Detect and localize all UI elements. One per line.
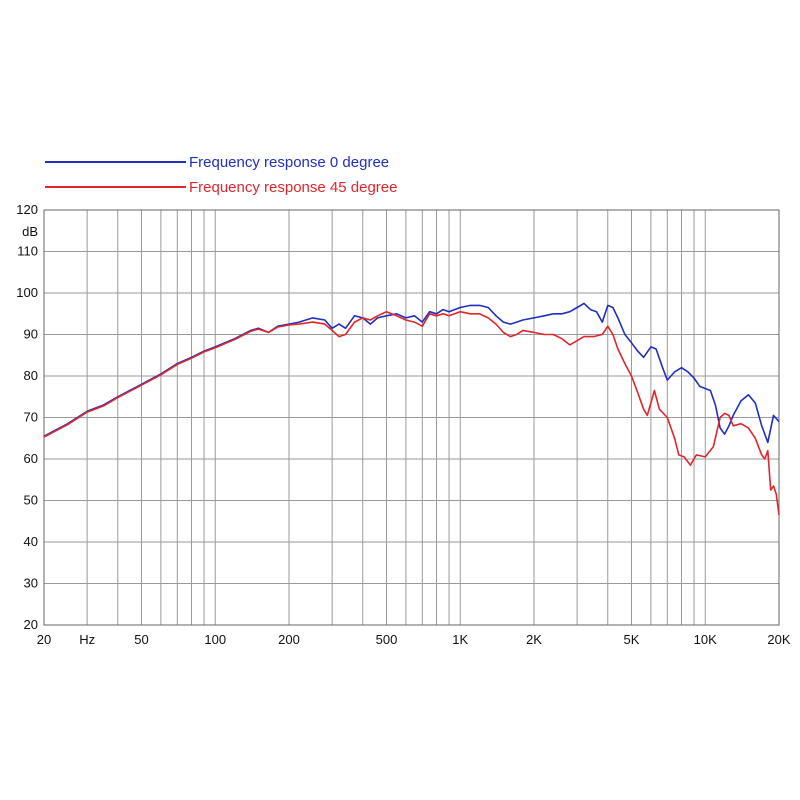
grid-lines: [43, 209, 780, 626]
series-line-1: [43, 310, 780, 516]
y-axis-label: dB: [22, 224, 38, 239]
x-tick-label: 2K: [526, 632, 542, 647]
y-tick-label: 120: [16, 202, 38, 217]
x-tick-label: 20: [37, 632, 51, 647]
x-tick-label: 5K: [624, 632, 640, 647]
y-tick-label: 90: [24, 327, 38, 342]
y-tick-label: 20: [24, 617, 38, 632]
y-tick-label: 30: [24, 576, 38, 591]
x-tick-label: 50: [134, 632, 148, 647]
y-tick-label: 110: [17, 244, 38, 259]
x-tick-label: 20K: [767, 632, 790, 647]
x-tick-label: 100: [204, 632, 226, 647]
x-axis-ticks: 20 Hz 50 100 200 500 1K 2K 5K 10K 20K: [37, 632, 791, 647]
x-tick-label: 500: [376, 632, 398, 647]
series-lines: [43, 302, 780, 516]
x-tick-label: Hz: [79, 632, 95, 647]
plot-area-frame: [43, 209, 780, 626]
x-tick-label: 200: [278, 632, 300, 647]
legend: Frequency response 0 degree Frequency res…: [45, 154, 397, 196]
legend-label-0: Frequency response 0 degree: [189, 154, 389, 171]
y-tick-label: 50: [24, 493, 38, 508]
y-tick-label: 100: [16, 285, 38, 300]
x-tick-label: 10K: [694, 632, 717, 647]
y-tick-label: 40: [24, 534, 38, 549]
y-tick-label: 70: [24, 410, 38, 425]
legend-label-1: Frequency response 45 degree: [189, 179, 397, 196]
x-tick-label: 1K: [452, 632, 468, 647]
y-axis-ticks: 20 30 40 50 60 70 80 90 100 110 120: [16, 202, 38, 632]
y-tick-label: 60: [24, 451, 38, 466]
y-tick-label: 80: [24, 368, 38, 383]
